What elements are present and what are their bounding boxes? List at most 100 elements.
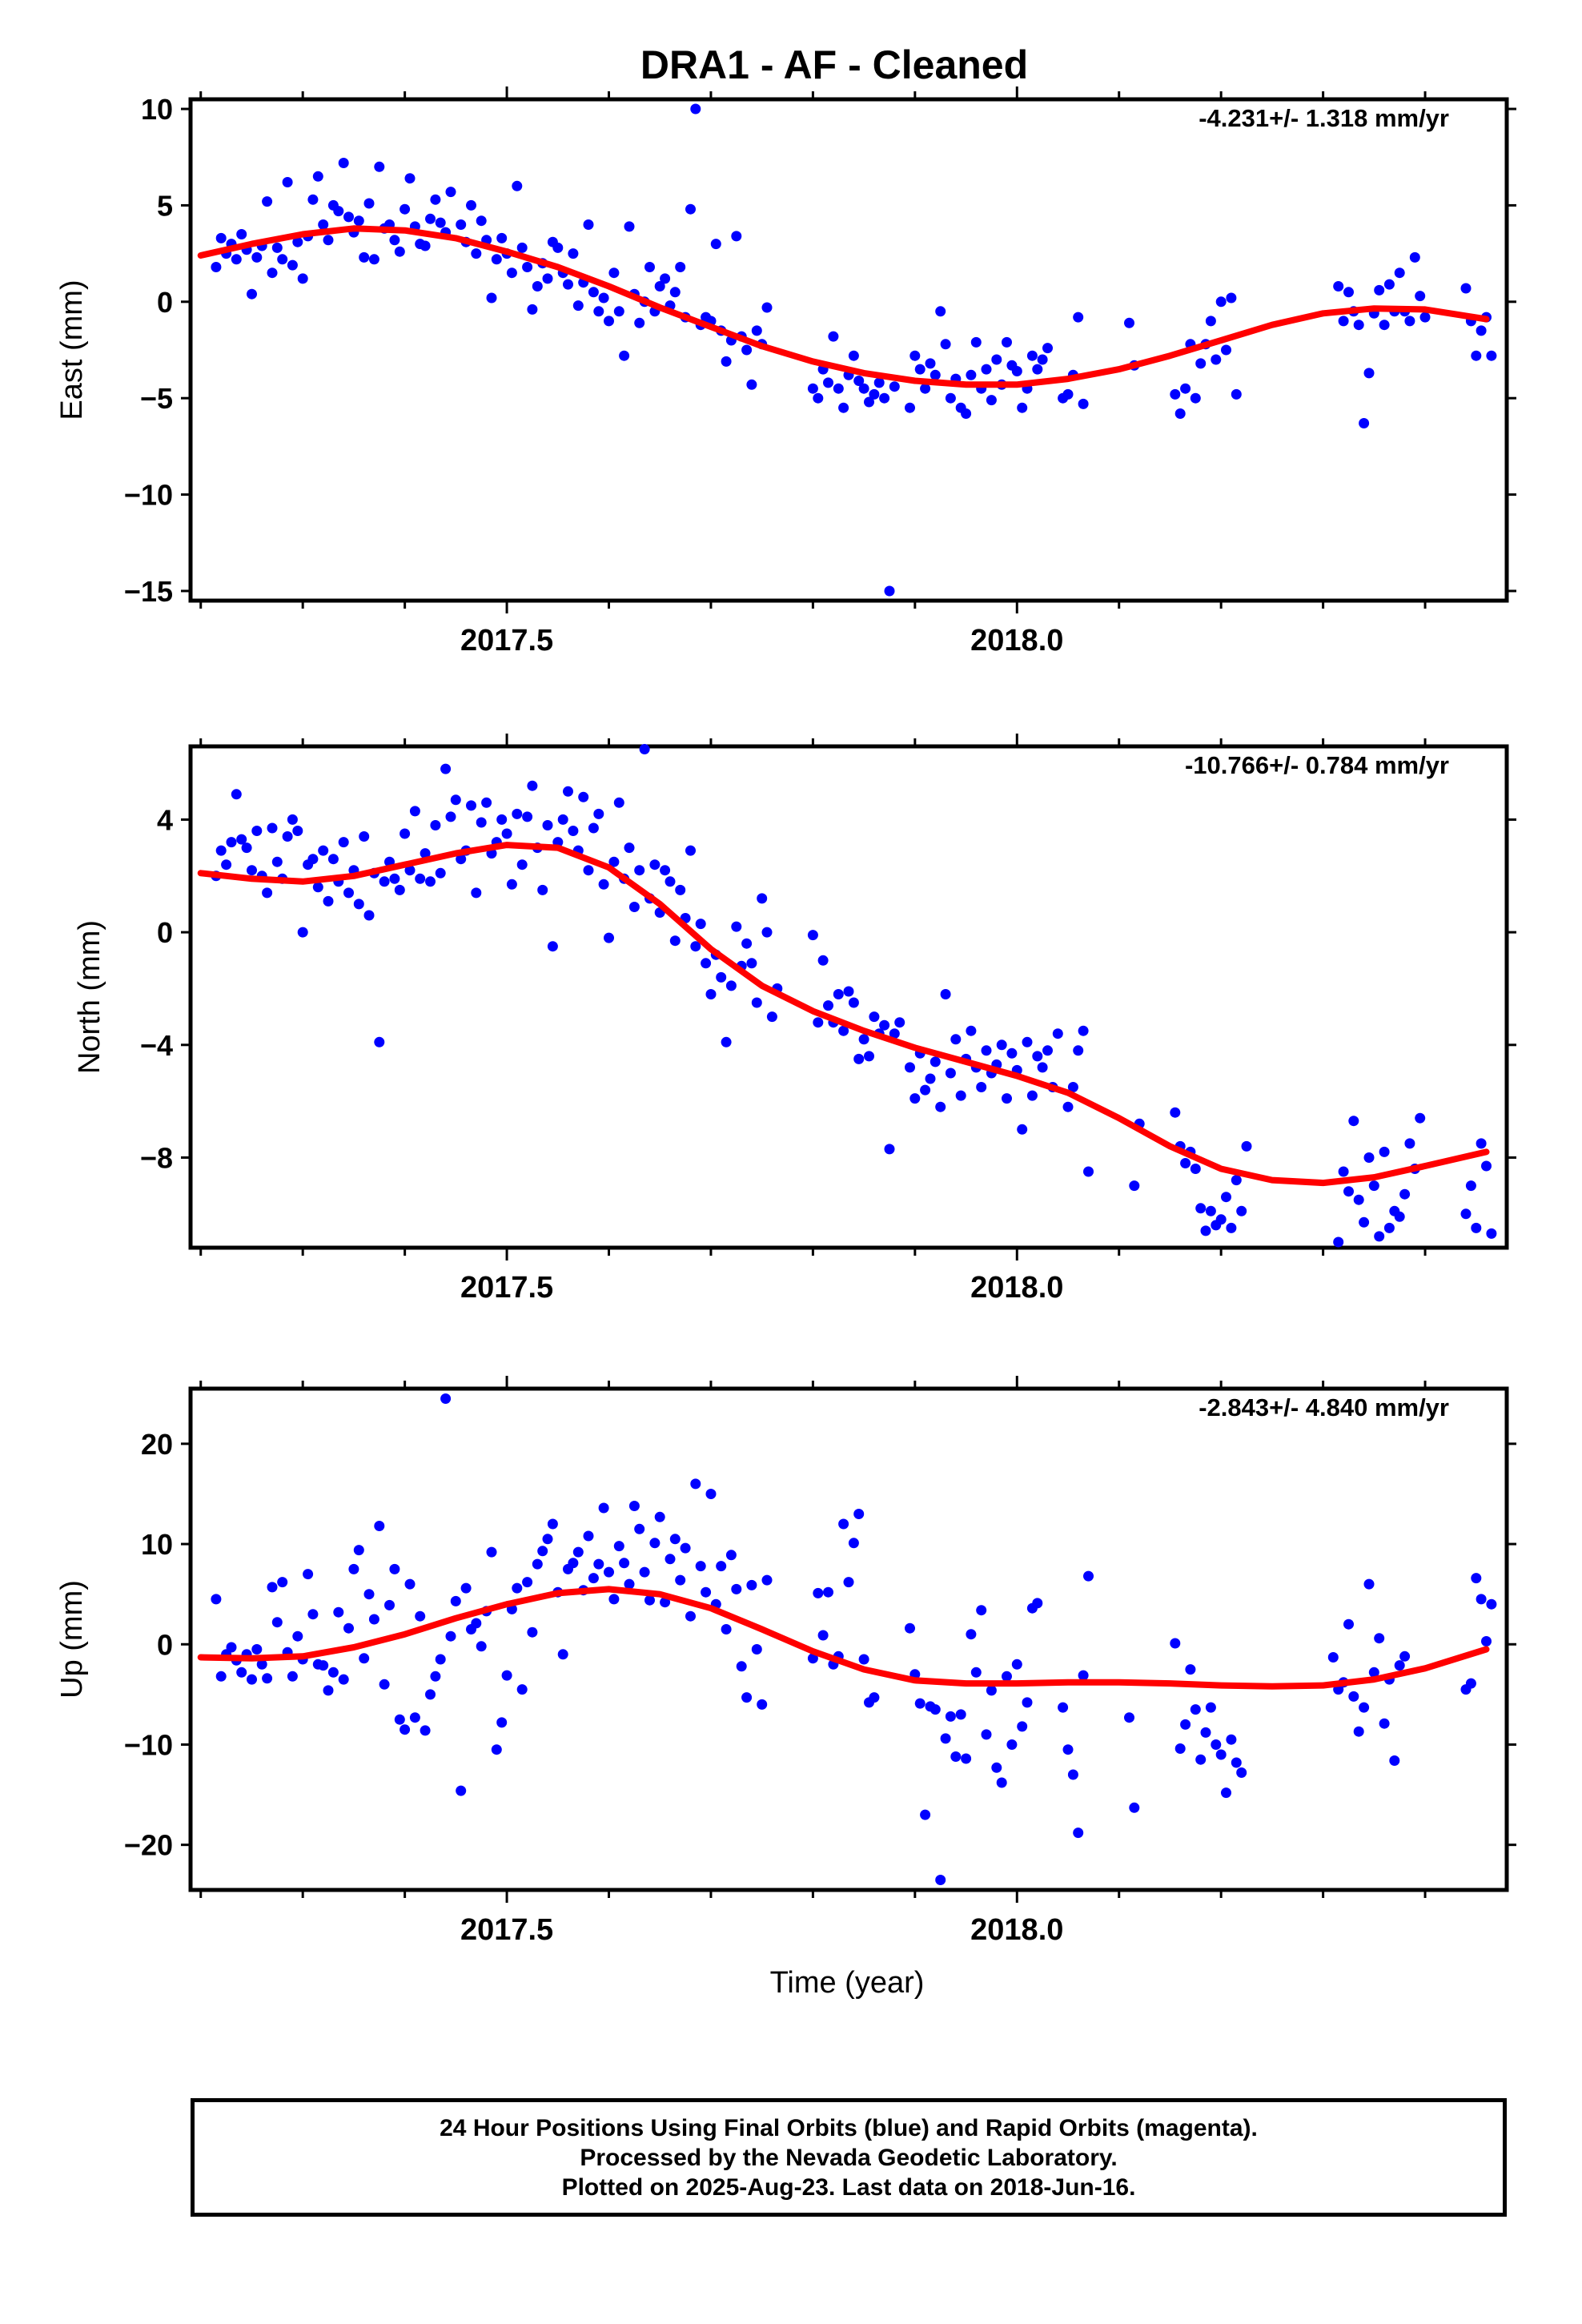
up-data-point <box>1170 1638 1181 1649</box>
north-data-point <box>1471 1222 1482 1233</box>
east-data-point <box>211 262 222 272</box>
east-data-point <box>1338 316 1349 327</box>
east-data-point <box>1415 291 1426 302</box>
up-data-point <box>930 1704 941 1715</box>
north-data-point <box>1236 1205 1247 1216</box>
north-data-point <box>608 856 620 867</box>
east-data-point <box>1124 317 1134 328</box>
east-data-point <box>966 369 977 380</box>
up-data-point <box>247 1674 257 1685</box>
up-data-point <box>537 1546 548 1557</box>
east-data-point <box>287 259 298 271</box>
east-data-point <box>588 287 599 298</box>
up-data-point <box>813 1587 824 1598</box>
east-data-point <box>312 171 323 182</box>
north-plot-frame <box>188 744 1509 1250</box>
north-data-point <box>522 811 533 822</box>
east-data-point <box>353 215 364 227</box>
north-data-point <box>675 884 686 895</box>
north-data-point <box>1476 1138 1487 1149</box>
up-ytick-label: 20 <box>141 1428 173 1461</box>
up-data-point <box>1073 1827 1084 1839</box>
up-data-point <box>379 1679 390 1690</box>
north-data-point <box>445 811 456 822</box>
up-data-point <box>1022 1697 1033 1708</box>
up-data-point <box>226 1642 237 1653</box>
east-data-point <box>292 236 303 247</box>
up-data-point <box>1389 1755 1400 1766</box>
north-data-point <box>221 859 232 870</box>
up-data-point <box>1129 1802 1140 1813</box>
up-ytick-label: −10 <box>124 1728 173 1761</box>
up-ytick-labels: 20 10 0 −10 −20 <box>124 1428 173 1862</box>
up-data-point <box>327 1667 339 1678</box>
up-data-point <box>858 1654 869 1665</box>
north-data-point <box>628 902 640 912</box>
east-ytick-label: 5 <box>157 189 173 222</box>
east-data-point <box>420 240 431 251</box>
up-data-point <box>945 1711 956 1722</box>
up-data-point <box>338 1674 349 1685</box>
up-data-point <box>1205 1702 1216 1713</box>
east-data-point <box>884 585 895 597</box>
east-data-point <box>833 383 844 394</box>
north-data-point <box>430 820 441 830</box>
north-data-point <box>338 837 349 848</box>
up-data-point <box>1363 1578 1375 1590</box>
up-data-point <box>905 1622 915 1634</box>
east-data-point <box>374 161 385 172</box>
east-ytick-labels: 10 5 0 −5 −10 −15 <box>124 93 173 608</box>
north-data-point <box>920 1084 931 1096</box>
north-data-point <box>379 876 390 887</box>
north-data-point <box>766 1011 777 1023</box>
north-ytick-label: −4 <box>140 1029 173 1062</box>
north-data-point <box>415 873 426 884</box>
up-data-point <box>1359 1702 1370 1713</box>
east-data-point <box>593 306 604 317</box>
north-data-point <box>833 989 844 999</box>
north-data-point <box>930 1056 941 1068</box>
north-data-point <box>725 980 737 991</box>
east-data-point <box>624 221 635 232</box>
east-data-point <box>751 325 762 336</box>
east-xtick-label: 2018.0 <box>970 624 1063 657</box>
north-data-point <box>512 808 523 819</box>
north-data-point <box>981 1045 992 1056</box>
east-data-point <box>909 350 921 361</box>
north-data-point <box>1465 1180 1476 1192</box>
up-data-point <box>665 1554 676 1565</box>
east-data-point <box>905 402 915 413</box>
up-data-point <box>456 1785 467 1796</box>
footer-line-2: Processed by the Nevada Geodetic Laborat… <box>580 2144 1118 2171</box>
up-xtick-label: 2017.5 <box>460 1913 553 1947</box>
east-data-point <box>445 187 456 198</box>
north-data-point <box>1363 1152 1375 1163</box>
up-data-point <box>542 1534 553 1545</box>
north-data-point <box>1195 1203 1207 1214</box>
north-fit-curve <box>197 842 1490 1187</box>
up-data-point <box>236 1667 247 1678</box>
up-data-point <box>389 1563 400 1574</box>
north-data-point <box>955 1090 966 1101</box>
north-y-axis-label: North (mm) <box>73 920 106 1074</box>
east-data-point <box>889 381 900 392</box>
up-data-point <box>1465 1678 1476 1689</box>
up-data-point <box>705 1489 717 1499</box>
north-ytick-label: 4 <box>157 803 173 836</box>
east-data-point <box>761 302 773 313</box>
north-data-point <box>843 986 854 997</box>
up-data-point <box>501 1670 512 1681</box>
north-data-point <box>578 791 589 802</box>
up-data-point <box>368 1614 379 1625</box>
up-data-point <box>613 1541 624 1552</box>
north-data-point <box>400 828 411 839</box>
up-data-point <box>1348 1691 1359 1702</box>
east-data-point <box>741 344 753 356</box>
east-data-point <box>838 402 849 413</box>
up-data-point <box>435 1654 446 1665</box>
north-data-point <box>751 997 762 1008</box>
east-data-point <box>1205 316 1216 327</box>
north-data-point <box>1226 1222 1237 1233</box>
north-data-point <box>1379 1146 1390 1157</box>
up-data-point <box>624 1578 635 1590</box>
